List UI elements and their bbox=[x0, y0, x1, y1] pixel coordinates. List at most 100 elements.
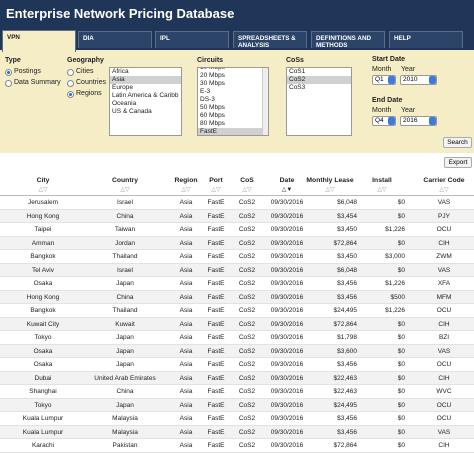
filter-label: CoSs bbox=[286, 57, 304, 64]
select-arrow[interactable] bbox=[388, 117, 395, 125]
table-cell: China bbox=[116, 212, 134, 220]
tab[interactable]: VPN bbox=[2, 30, 76, 52]
radio-label: Regions bbox=[76, 90, 102, 97]
table-cell: CoS2 bbox=[238, 199, 256, 206]
table-cell: $22,463 bbox=[333, 374, 358, 382]
sort-arrows[interactable]: △▽ bbox=[242, 187, 252, 193]
list-option[interactable]: 50 Mbps bbox=[200, 104, 225, 111]
list-option[interactable]: Africa bbox=[112, 68, 129, 75]
list-option[interactable]: CoS1 bbox=[289, 68, 306, 75]
month-select[interactable]: Q1 bbox=[372, 75, 396, 85]
year-select[interactable]: 2010 bbox=[400, 75, 437, 85]
sort-arrows[interactable]: △▽ bbox=[377, 187, 387, 193]
list-option[interactable]: CoS3 bbox=[289, 84, 306, 91]
radio[interactable] bbox=[5, 80, 12, 87]
sort-arrows[interactable]: △▽ bbox=[38, 187, 48, 193]
table-cell: Asia bbox=[179, 199, 193, 206]
filter-label: Type bbox=[5, 57, 21, 64]
select-arrow[interactable] bbox=[429, 76, 436, 84]
table-cell: $0 bbox=[397, 442, 405, 449]
table-row bbox=[0, 250, 474, 264]
table-cell: FastE bbox=[207, 388, 225, 395]
column-header: Carrier Code bbox=[423, 177, 465, 184]
list-option[interactable]: Latin America & Caribb bbox=[112, 92, 179, 99]
table-cell: Kuala Lumpur bbox=[22, 415, 64, 422]
table-cell: $0 bbox=[397, 388, 405, 395]
sort-arrows[interactable]: △▽ bbox=[325, 187, 335, 193]
list-option[interactable]: Asia bbox=[110, 76, 181, 84]
sort-arrows[interactable]: △▽ bbox=[120, 187, 130, 193]
list-option[interactable]: Europe bbox=[112, 84, 133, 91]
table-cell: $3,454 bbox=[337, 212, 357, 220]
list-option[interactable]: E-3 bbox=[200, 88, 211, 95]
table-cell: Japan bbox=[116, 347, 134, 355]
list-option[interactable]: DS-3 bbox=[200, 96, 215, 103]
table-cell: 09/30/2016 bbox=[270, 361, 304, 368]
table-cell: Asia bbox=[179, 320, 193, 328]
radio[interactable] bbox=[67, 80, 74, 87]
column-header: Country bbox=[111, 177, 139, 184]
radio[interactable] bbox=[5, 69, 12, 76]
tab[interactable]: HELP bbox=[389, 31, 463, 48]
sort-arrows[interactable]: △▼ bbox=[281, 187, 293, 193]
list-option[interactable]: CoS2 bbox=[287, 76, 351, 84]
year-label: Year bbox=[401, 66, 416, 73]
radio[interactable] bbox=[67, 91, 74, 98]
tab[interactable]: SPREADSHEETS & ANALYSIS bbox=[233, 31, 307, 49]
month-select[interactable]: Q4 bbox=[372, 116, 396, 126]
tab[interactable]: DEFINITIONS AND METHODS bbox=[311, 31, 385, 49]
list-option[interactable]: 10 Mbps bbox=[200, 67, 225, 71]
table-cell: $0 bbox=[397, 334, 405, 341]
table-cell: FastE bbox=[207, 428, 225, 436]
table-cell: Hong Kong bbox=[26, 293, 60, 301]
list-option[interactable]: Oceania bbox=[112, 100, 137, 107]
table-cell: CoS2 bbox=[238, 442, 256, 449]
table-cell: $0 bbox=[397, 212, 405, 220]
table-row bbox=[0, 196, 474, 210]
search-button[interactable]: Search bbox=[443, 137, 472, 148]
table-cell: CoS2 bbox=[238, 307, 256, 314]
table-cell: Israel bbox=[117, 266, 133, 274]
table-cell: FastE bbox=[207, 374, 225, 382]
table-cell: China bbox=[116, 388, 134, 395]
listbox[interactable]: CoS1 CoS2 CoS3 bbox=[286, 67, 352, 136]
sort-arrows[interactable]: △▽ bbox=[439, 187, 449, 193]
table-cell: FastE bbox=[207, 253, 225, 260]
year-select[interactable]: 2016 bbox=[400, 116, 437, 126]
table-cell: OCU bbox=[436, 226, 452, 233]
table-cell: Asia bbox=[179, 361, 193, 368]
sort-arrows[interactable]: △▽ bbox=[181, 187, 191, 193]
table-row bbox=[0, 223, 474, 237]
table-cell: Kuala Lumpur bbox=[22, 428, 64, 436]
table-cell: 09/30/2016 bbox=[270, 266, 304, 274]
list-option[interactable]: 20 Mbps bbox=[200, 72, 225, 79]
select-arrow[interactable] bbox=[388, 76, 395, 84]
table-cell: OCU bbox=[436, 415, 452, 422]
header-bar bbox=[0, 0, 474, 28]
column-header: Region bbox=[174, 177, 198, 184]
listbox[interactable]: Africa Asia Europe Latin America & Caribb Oc… bbox=[109, 67, 182, 136]
table-cell: Asia bbox=[179, 374, 193, 382]
tab[interactable]: IPL bbox=[155, 31, 229, 48]
table-cell: Karachi bbox=[31, 442, 55, 449]
list-option[interactable]: US & Canada bbox=[112, 108, 152, 115]
list-option[interactable]: 30 Mbps bbox=[200, 80, 225, 87]
list-option[interactable]: 60 Mbps bbox=[200, 112, 225, 119]
table-cell: FastE bbox=[207, 415, 225, 422]
table-cell: FastE bbox=[207, 307, 225, 314]
table-row bbox=[0, 439, 474, 453]
list-option[interactable]: FastE bbox=[198, 128, 268, 135]
export-button[interactable]: Export bbox=[444, 157, 472, 168]
filter-label: End Date bbox=[372, 97, 403, 104]
table-cell: CoS2 bbox=[238, 212, 256, 220]
select-arrow[interactable] bbox=[429, 117, 436, 125]
list-option[interactable]: 80 Mbps bbox=[200, 120, 225, 127]
table-cell: Tokyo bbox=[34, 401, 52, 409]
listbox[interactable]: 10 Mbps 20 Mbps 30 Mbps E-3 DS-3 50 Mbps 60 Mb… bbox=[197, 67, 269, 136]
sort-arrows[interactable]: △▽ bbox=[211, 187, 221, 193]
table-cell: Asia bbox=[179, 226, 193, 233]
radio[interactable] bbox=[67, 69, 74, 76]
table-cell: XFA bbox=[437, 280, 451, 287]
tab[interactable]: DIA bbox=[78, 31, 152, 48]
table-cell: ZWM bbox=[436, 253, 452, 260]
